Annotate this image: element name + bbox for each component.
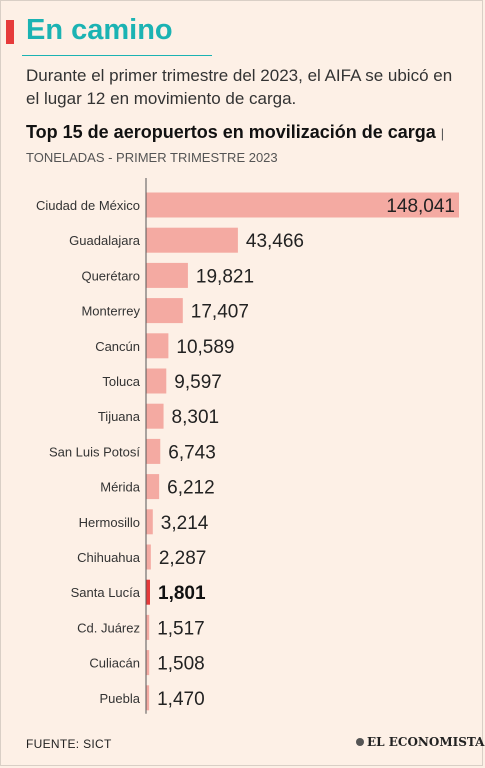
category-label: Chihuahua xyxy=(77,550,141,565)
bar xyxy=(146,579,150,605)
headline-underline xyxy=(22,55,212,56)
logo-text: EL ECONOMISTA xyxy=(367,735,485,749)
bar xyxy=(146,614,150,640)
bar xyxy=(146,438,161,464)
value-label: 1,801 xyxy=(158,583,206,604)
category-label: Santa Lucía xyxy=(71,585,141,600)
bar xyxy=(146,368,167,394)
accent-bar xyxy=(6,20,14,44)
category-label: Mérida xyxy=(100,480,141,495)
category-label: Hermosillo xyxy=(79,515,140,530)
value-label: 19,821 xyxy=(196,266,254,287)
publisher-logo: EL ECONOMISTA xyxy=(356,735,484,749)
value-label: 1,517 xyxy=(157,618,205,639)
bar xyxy=(146,192,459,218)
value-label: 3,214 xyxy=(161,513,209,534)
chart-unit-label: | TONELADAS - PRIMER TRIMESTRE 2023 xyxy=(26,126,445,165)
category-label: Toluca xyxy=(102,374,140,389)
category-label: Culiacán xyxy=(89,656,140,671)
subtitle: Durante el primer trimestre del 2023, el… xyxy=(26,66,453,108)
category-label: San Luis Potosí xyxy=(49,444,140,459)
bar xyxy=(146,509,153,535)
category-label: Guadalajara xyxy=(69,233,141,248)
bar xyxy=(146,227,238,253)
category-label: Ciudad de México xyxy=(36,198,140,213)
bar xyxy=(146,474,160,500)
bar xyxy=(146,544,151,570)
bar-chart: Ciudad de México 148,041 Guadalajara 43,466… xyxy=(36,178,459,714)
headline: En camino xyxy=(26,14,173,46)
value-label: 17,407 xyxy=(191,302,249,323)
category-label: Monterrey xyxy=(81,304,140,319)
source-note: FUENTE: SICT xyxy=(26,737,112,751)
bar xyxy=(146,650,150,676)
value-label: 2,287 xyxy=(159,548,207,569)
value-label: 9,597 xyxy=(174,372,222,393)
value-label: 6,212 xyxy=(167,478,215,499)
bar xyxy=(146,262,188,288)
value-label: 43,466 xyxy=(246,231,304,252)
category-label: Puebla xyxy=(100,691,141,706)
bar xyxy=(146,298,183,324)
category-label: Tijuana xyxy=(98,409,141,424)
value-label: 8,301 xyxy=(172,407,220,428)
value-label: 10,589 xyxy=(176,337,234,358)
bar xyxy=(146,403,164,429)
value-label: 148,041 xyxy=(386,196,455,217)
value-label: 1,508 xyxy=(157,654,205,675)
logo-icon xyxy=(356,738,364,746)
bar xyxy=(146,685,150,711)
category-label: Querétaro xyxy=(81,268,140,283)
bar xyxy=(146,333,169,359)
chart-title: Top 15 de aeropuertos en movilización de… xyxy=(26,121,466,169)
chart-title-text: Top 15 de aeropuertos en movilización de… xyxy=(26,122,436,142)
category-label: Cd. Juárez xyxy=(77,620,140,635)
category-label: Cancún xyxy=(95,339,140,354)
value-label: 6,743 xyxy=(168,442,216,463)
value-label: 1,470 xyxy=(157,689,205,710)
